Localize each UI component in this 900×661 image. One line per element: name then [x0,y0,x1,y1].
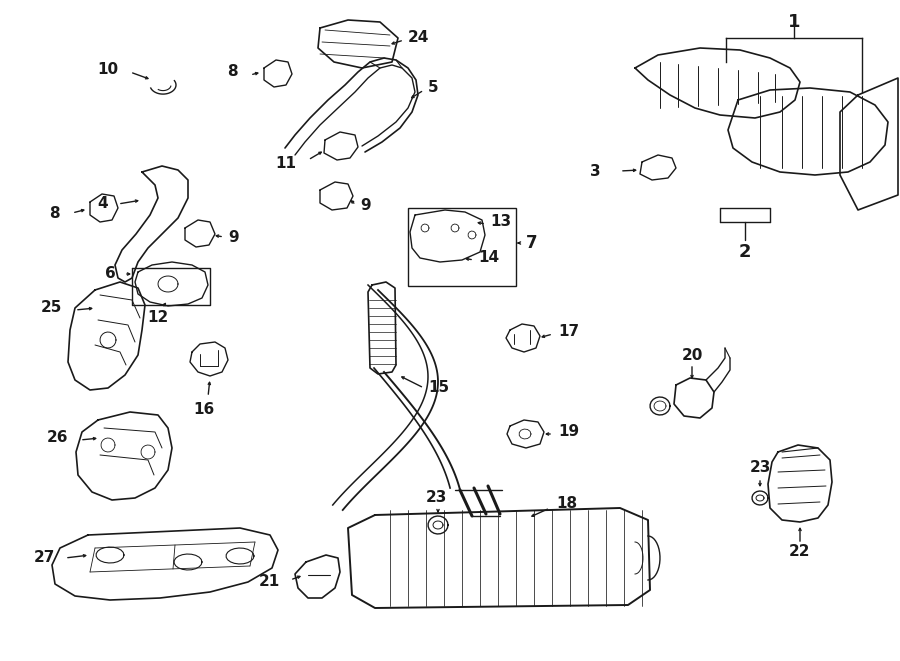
Text: 27: 27 [33,551,55,566]
Text: 7: 7 [526,234,537,252]
Text: 8: 8 [228,65,238,79]
Text: 15: 15 [428,381,449,395]
Text: 8: 8 [50,206,60,221]
Text: 12: 12 [148,310,168,325]
Text: 3: 3 [590,163,601,178]
Text: 16: 16 [194,402,214,417]
Text: 24: 24 [408,30,429,46]
Text: 5: 5 [428,81,438,95]
Text: 22: 22 [789,545,811,559]
Text: 4: 4 [97,196,108,212]
Text: 2: 2 [739,243,752,261]
Text: 20: 20 [681,348,703,364]
Text: 11: 11 [275,155,296,171]
Text: 19: 19 [558,424,579,440]
Text: 6: 6 [105,266,116,282]
Text: 17: 17 [558,325,579,340]
Text: 26: 26 [47,430,68,446]
Text: 14: 14 [478,251,500,266]
Text: 23: 23 [426,490,446,506]
Text: 1: 1 [788,13,800,31]
Text: 23: 23 [750,461,770,475]
Text: 18: 18 [556,496,577,510]
Text: 9: 9 [228,229,238,245]
Text: 21: 21 [259,574,280,590]
Text: 9: 9 [360,198,371,212]
Text: 25: 25 [40,301,62,315]
Text: 10: 10 [97,63,118,77]
Text: 13: 13 [490,215,511,229]
Bar [408,208,516,286]
